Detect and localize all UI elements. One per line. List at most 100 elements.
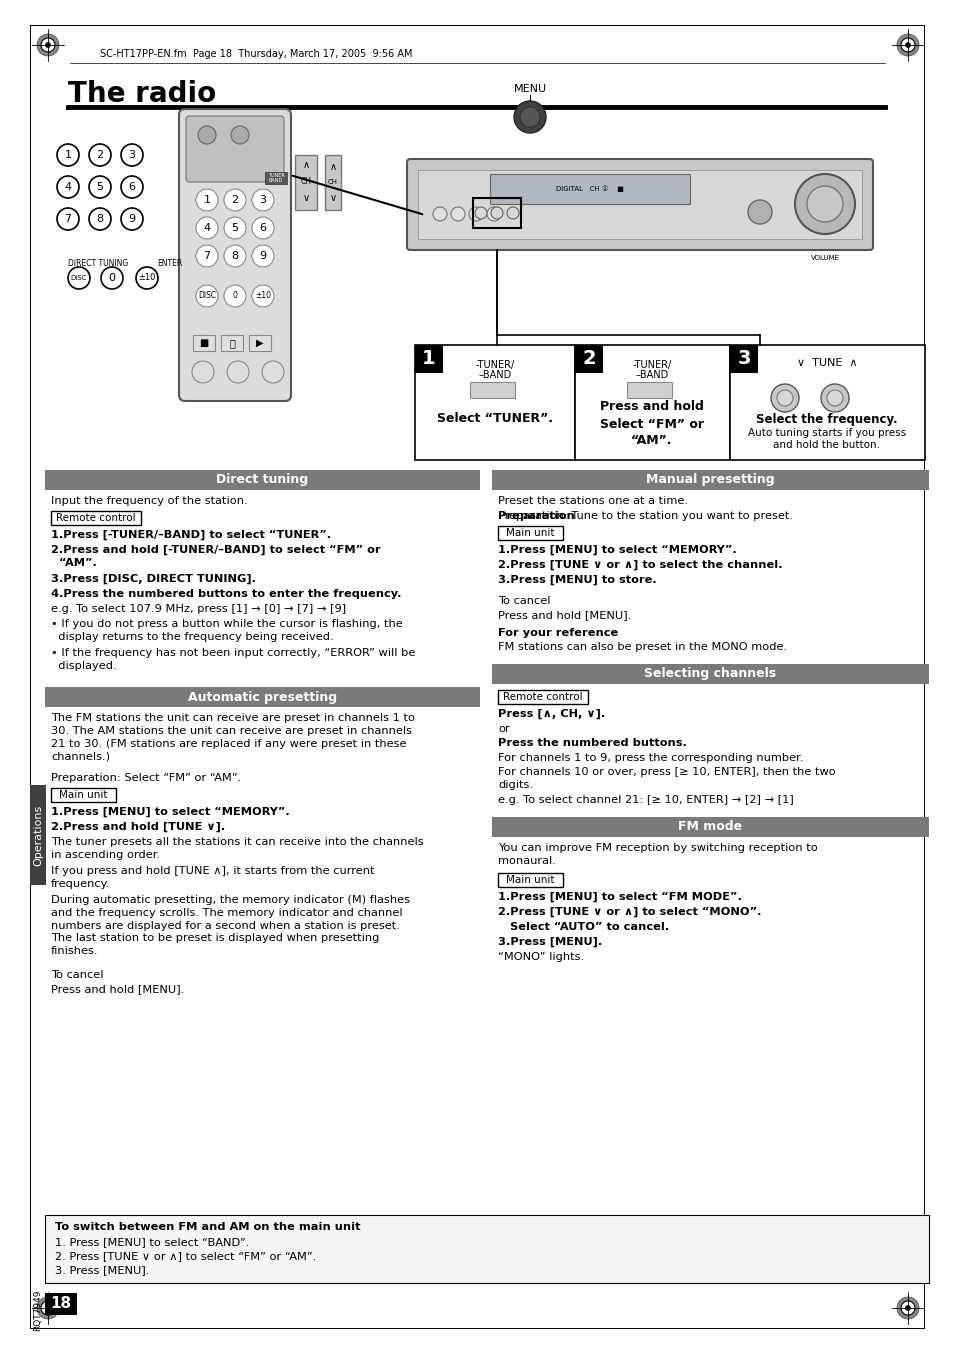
Circle shape [821, 384, 848, 412]
Text: The radio: The radio [68, 80, 216, 108]
Text: Press [∧, CH, ∨].: Press [∧, CH, ∨]. [497, 709, 604, 719]
Text: ±10: ±10 [138, 273, 155, 282]
Text: Manual presetting: Manual presetting [645, 473, 774, 486]
Bar [45, 470, 479, 490]
Circle shape [794, 174, 854, 234]
Text: 8: 8 [96, 213, 104, 224]
Text: • If the frequency has not been input correctly, “ERROR” will be
  displayed.: • If the frequency has not been input co… [51, 648, 415, 671]
Text: DIGITAL   CH ①    ■: DIGITAL CH ① ■ [556, 185, 623, 192]
Text: Preparation: Tune to the station you want to preset.: Preparation: Tune to the station you wan… [497, 511, 792, 521]
Circle shape [195, 189, 218, 211]
Text: 4: 4 [203, 223, 211, 232]
Text: 9: 9 [259, 251, 266, 261]
Text: Select the frequency.: Select the frequency. [756, 412, 897, 426]
Text: Operations: Operations [33, 804, 43, 866]
Text: -TUNER/: -TUNER/ [632, 359, 671, 370]
Text: ▶: ▶ [256, 338, 263, 349]
Text: and hold the button.: and hold the button. [773, 440, 880, 450]
Text: Remote control: Remote control [502, 692, 582, 703]
Text: Press and hold [MENU].: Press and hold [MENU]. [497, 611, 631, 620]
Text: 2.Press [TUNE ∨ or ∧] to select the channel.: 2.Press [TUNE ∨ or ∧] to select the chan… [497, 561, 781, 570]
Text: 1.Press [MENU] to select “MEMORY”.: 1.Press [MENU] to select “MEMORY”. [497, 544, 736, 555]
Text: For channels 1 to 9, press the corresponding number.: For channels 1 to 9, press the correspon… [497, 753, 802, 763]
Bar [497, 873, 562, 888]
Text: 7: 7 [203, 251, 211, 261]
Text: The tuner presets all the stations it can receive into the channels
in ascending: The tuner presets all the stations it ca… [51, 838, 423, 859]
Bar [415, 345, 575, 459]
Text: For channels 10 or over, press [≥ 10, ENTER], then the two
digits.: For channels 10 or over, press [≥ 10, EN… [497, 767, 835, 790]
Bar [626, 382, 671, 399]
Text: 2: 2 [581, 350, 596, 369]
Circle shape [826, 390, 842, 407]
Circle shape [262, 361, 284, 382]
Text: 9: 9 [129, 213, 135, 224]
Circle shape [252, 189, 274, 211]
Circle shape [68, 267, 90, 289]
Text: 3. Press [MENU].: 3. Press [MENU]. [55, 1265, 150, 1275]
Circle shape [57, 208, 79, 230]
Text: 0: 0 [109, 273, 115, 282]
Text: Preset the stations one at a time.: Preset the stations one at a time. [497, 496, 687, 507]
Text: 2.Press and hold [TUNE ∨].: 2.Press and hold [TUNE ∨]. [51, 821, 225, 832]
Text: DISC: DISC [71, 276, 87, 281]
Circle shape [747, 200, 771, 224]
Text: CH: CH [300, 177, 312, 186]
Circle shape [89, 176, 111, 199]
Text: -TUNER/: -TUNER/ [475, 359, 514, 370]
Circle shape [252, 245, 274, 267]
Text: 4: 4 [65, 182, 71, 192]
Text: ∨: ∨ [329, 193, 336, 203]
Text: RQT7949: RQT7949 [33, 1289, 43, 1331]
Bar [193, 335, 214, 351]
Circle shape [900, 38, 914, 51]
Circle shape [195, 245, 218, 267]
Bar [473, 199, 520, 228]
Text: 3: 3 [259, 195, 266, 205]
Text: Main unit: Main unit [59, 790, 108, 800]
Circle shape [198, 126, 215, 145]
Bar [294, 155, 316, 209]
Text: Selecting channels: Selecting channels [644, 667, 776, 681]
Circle shape [252, 218, 274, 239]
Text: Select “AUTO” to cancel.: Select “AUTO” to cancel. [497, 921, 669, 932]
FancyBboxPatch shape [186, 116, 284, 182]
Bar [249, 335, 271, 351]
Text: 1.Press [-TUNER/–BAND] to select “TUNER”.: 1.Press [-TUNER/–BAND] to select “TUNER”… [51, 530, 331, 540]
Circle shape [904, 1305, 909, 1310]
Circle shape [121, 176, 143, 199]
Text: SC-HT17PP-EN.fm  Page 18  Thursday, March 17, 2005  9:56 AM: SC-HT17PP-EN.fm Page 18 Thursday, March … [100, 49, 412, 59]
Text: If you press and hold [TUNE ∧], it starts from the current
frequency.: If you press and hold [TUNE ∧], it start… [51, 866, 375, 889]
Circle shape [37, 1297, 59, 1319]
Circle shape [41, 1301, 55, 1315]
Circle shape [46, 1305, 51, 1310]
Text: 1: 1 [203, 195, 211, 205]
Text: During automatic presetting, the memory indicator (M) flashes
and the frequency : During automatic presetting, the memory … [51, 894, 410, 957]
Text: ∨  TUNE  ∧: ∨ TUNE ∧ [796, 358, 857, 367]
Circle shape [896, 34, 918, 55]
Text: ⏸: ⏸ [229, 338, 234, 349]
Text: Select “TUNER”.: Select “TUNER”. [436, 412, 553, 424]
Circle shape [57, 145, 79, 166]
Text: DISC: DISC [197, 292, 215, 300]
Bar [265, 172, 287, 184]
Bar [470, 382, 515, 399]
Circle shape [121, 208, 143, 230]
Text: 2.Press and hold [-TUNER/–BAND] to select “FM” or
  “AM”.: 2.Press and hold [-TUNER/–BAND] to selec… [51, 544, 380, 567]
Text: 2: 2 [96, 150, 104, 159]
Circle shape [89, 208, 111, 230]
Text: or: or [497, 724, 509, 734]
Bar [729, 345, 924, 459]
Text: –BAND: –BAND [477, 370, 511, 380]
Circle shape [904, 42, 909, 47]
Bar [490, 174, 689, 204]
Text: DIRECT TUNING: DIRECT TUNING [68, 259, 128, 269]
Text: To cancel: To cancel [497, 596, 550, 607]
Text: ∧: ∧ [329, 162, 336, 172]
Circle shape [900, 1301, 914, 1315]
Circle shape [136, 267, 158, 289]
Bar [575, 345, 602, 373]
Circle shape [252, 285, 274, 307]
Circle shape [195, 218, 218, 239]
Text: 5: 5 [96, 182, 103, 192]
Bar [221, 335, 243, 351]
